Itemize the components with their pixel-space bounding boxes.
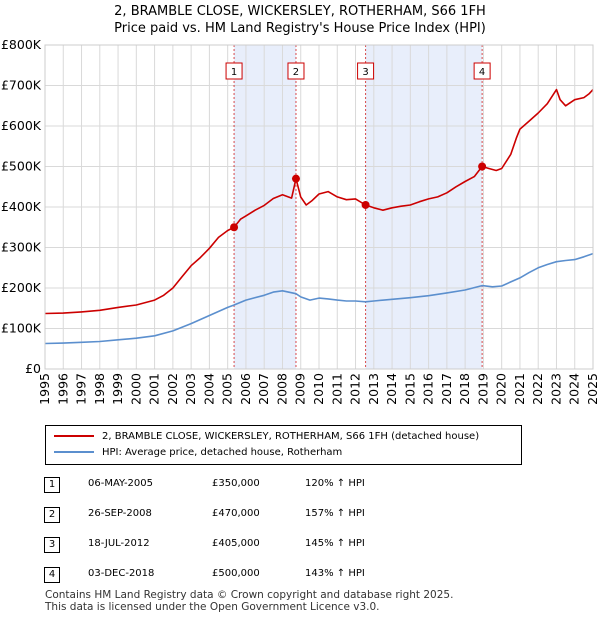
x-tick-label: 2004 xyxy=(201,373,216,405)
footer-line-1: Contains HM Land Registry data © Crown c… xyxy=(45,589,454,601)
x-tick-label: 2025 xyxy=(585,373,600,405)
x-tick-label: 2001 xyxy=(147,373,162,405)
sale-date: 26-SEP-2008 xyxy=(88,508,152,519)
sale-row: 1 06-MAY-2005 £350,000 120% ↑ HPI xyxy=(40,470,440,500)
sale-hpi-change: 120% ↑ HPI xyxy=(305,478,365,489)
x-tick-label: 2012 xyxy=(348,373,363,405)
sale-point xyxy=(361,200,370,209)
y-tick-label: £600K xyxy=(1,118,42,133)
sales-table: 1 06-MAY-2005 £350,000 120% ↑ HPI 2 26-S… xyxy=(40,470,440,590)
x-tick-label: 2017 xyxy=(439,373,454,405)
legend-swatch-property xyxy=(54,435,94,437)
series-lines xyxy=(44,88,594,345)
sale-row: 4 03-DEC-2018 £500,000 143% ↑ HPI xyxy=(40,560,440,590)
sale-points xyxy=(230,162,487,232)
x-tick-label: 1998 xyxy=(92,373,107,405)
x-tick-label: 2006 xyxy=(238,373,253,405)
axes: 1995 1996 1997 1998 1999 2000 2001 2002 2003 2004… xyxy=(1,37,600,405)
y-tick-label: £800K xyxy=(1,37,42,52)
y-tick-label: £100K xyxy=(1,321,42,336)
sale-row: 2 26-SEP-2008 £470,000 157% ↑ HPI xyxy=(40,500,440,530)
y-tick-label: £300K xyxy=(1,240,42,255)
legend-item-property: 2, BRAMBLE CLOSE, WICKERSLEY, ROTHERHAM,… xyxy=(54,430,479,444)
x-tick-label: 1997 xyxy=(74,373,89,405)
sale-number-badge: 3 xyxy=(44,537,60,553)
legend-item-hpi: HPI: Average price, detached house, Roth… xyxy=(54,446,342,460)
x-tick-label: 2007 xyxy=(256,373,271,405)
x-tick-label: 1999 xyxy=(110,373,125,405)
hpi-line xyxy=(44,252,594,345)
sale-point xyxy=(291,174,300,183)
x-tick-label: 2005 xyxy=(220,373,235,405)
x-tick-label: 2021 xyxy=(512,373,527,405)
sale-marker-box xyxy=(357,62,375,80)
y-tick-label: £200K xyxy=(1,280,42,295)
sale-number-badge: 1 xyxy=(44,477,60,493)
sale-marker-box xyxy=(225,62,243,80)
legend-label-hpi: HPI: Average price, detached house, Roth… xyxy=(102,447,343,458)
sale-marker-boxes: 1 2 3 4 xyxy=(225,62,491,80)
sale-price: £500,000 xyxy=(212,568,260,579)
sale-marker-box xyxy=(287,62,305,80)
x-tick-label: 2010 xyxy=(311,373,326,405)
sale-price: £350,000 xyxy=(212,478,260,489)
x-tick-label: 2024 xyxy=(567,373,582,405)
x-tick-label: 1996 xyxy=(55,373,70,405)
x-tick-label: 2011 xyxy=(329,373,344,405)
x-tick-label: 2023 xyxy=(548,373,563,405)
x-tick-label: 1995 xyxy=(37,373,52,405)
legend: 2, BRAMBLE CLOSE, WICKERSLEY, ROTHERHAM,… xyxy=(45,425,522,465)
sale-number-badge: 2 xyxy=(44,507,60,523)
x-tick-label: 2015 xyxy=(402,373,417,405)
x-tick-label: 2020 xyxy=(494,373,509,405)
sale-point xyxy=(230,223,239,232)
sale-hpi-change: 145% ↑ HPI xyxy=(305,538,365,549)
sale-hpi-change: 143% ↑ HPI xyxy=(305,568,365,579)
title-line-1: 2, BRAMBLE CLOSE, WICKERSLEY, ROTHERHAM,… xyxy=(114,4,486,19)
plot-frame xyxy=(44,44,594,370)
footer: Contains HM Land Registry data © Crown c… xyxy=(45,589,453,613)
sale-hpi-change: 157% ↑ HPI xyxy=(305,508,365,519)
sale-price: £470,000 xyxy=(212,508,260,519)
sale-date: 18-JUL-2012 xyxy=(88,538,150,549)
sale-date: 06-MAY-2005 xyxy=(88,478,154,489)
x-tick-label: 2008 xyxy=(274,373,289,405)
sale-row: 3 18-JUL-2012 £405,000 145% ↑ HPI xyxy=(40,530,440,560)
sale-marker-box xyxy=(473,62,491,80)
y-tick-label: £400K xyxy=(1,199,42,214)
title-line-2: Price paid vs. HM Land Registry's House … xyxy=(114,21,486,36)
x-tick-label: 2003 xyxy=(183,373,198,405)
sale-number-badge: 4 xyxy=(44,567,60,583)
x-tick-label: 2022 xyxy=(530,373,545,405)
footer-line-2: This data is licensed under the Open Gov… xyxy=(45,601,380,613)
x-tick-label: 2016 xyxy=(421,373,436,405)
legend-swatch-hpi xyxy=(54,451,94,453)
gridlines xyxy=(44,44,594,370)
x-tick-label: 2018 xyxy=(457,373,472,405)
y-tick-label: £700K xyxy=(1,78,42,93)
sale-point xyxy=(478,162,487,171)
sale-marker-label: 4 xyxy=(479,67,485,78)
sale-price: £405,000 xyxy=(212,538,260,549)
sale-marker-label: 3 xyxy=(362,67,368,78)
sale-marker-label: 2 xyxy=(293,67,299,78)
x-tick-label: 2019 xyxy=(475,373,490,405)
y-tick-label: £500K xyxy=(1,159,42,174)
sale-date: 03-DEC-2018 xyxy=(88,568,155,579)
x-tick-label: 2014 xyxy=(384,373,399,405)
legend-label-property: 2, BRAMBLE CLOSE, WICKERSLEY, ROTHERHAM,… xyxy=(102,431,480,442)
y-tick-label: £0 xyxy=(25,361,41,376)
x-tick-label: 2000 xyxy=(128,373,143,405)
sale-marker-label: 1 xyxy=(231,67,237,78)
x-tick-label: 2013 xyxy=(366,373,381,405)
x-tick-label: 2002 xyxy=(165,373,180,405)
property-price-line xyxy=(44,88,594,315)
x-tick-label: 2009 xyxy=(293,373,308,405)
chart-title: 2, BRAMBLE CLOSE, WICKERSLEY, ROTHERHAM,… xyxy=(0,3,600,37)
